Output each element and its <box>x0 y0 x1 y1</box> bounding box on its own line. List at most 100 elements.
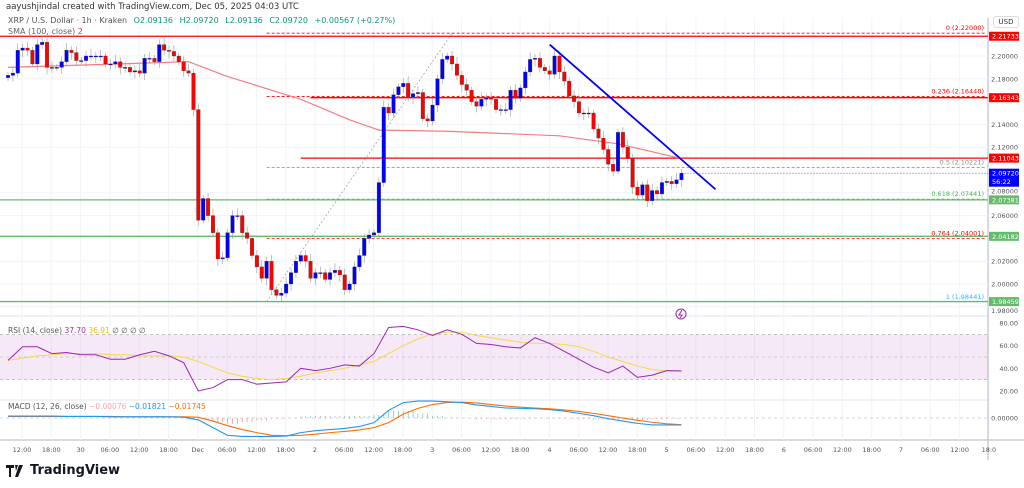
candle-down <box>191 72 196 110</box>
price-tick-label: 2.14000 <box>991 121 1018 129</box>
price-tick-label: 2.18000 <box>991 75 1018 83</box>
candle-down <box>474 101 479 107</box>
price-tag-value: 1.98459 <box>992 298 1019 306</box>
candle-down <box>69 50 74 53</box>
candle-down <box>625 147 630 159</box>
rsi-extra-values: ∅ ∅ ∅ ∅ <box>112 326 146 335</box>
candle-up <box>533 58 537 60</box>
symbol-name[interactable]: XRP / U.S. Dollar · 1h · Kraken <box>8 16 128 25</box>
candle-down <box>611 164 616 172</box>
fib-level-label: 0.618 (2.07441) <box>931 190 984 198</box>
candle-up <box>523 71 528 89</box>
candle-down <box>606 149 611 165</box>
candle-up <box>157 44 162 62</box>
countdown-label: 56:22 <box>992 178 1011 186</box>
macd-hist-value: −0.00076 <box>89 402 127 411</box>
candle-down <box>30 50 35 65</box>
time-tick-label: 18:0 <box>982 446 997 454</box>
candle-up <box>411 93 415 98</box>
rsi-tick-label: 20.00 <box>999 387 1018 395</box>
candle-up <box>123 67 128 69</box>
candle-up <box>415 92 420 94</box>
candle-up <box>279 292 284 296</box>
rsi-line <box>7 325 682 392</box>
time-tick-label: 06:00 <box>804 446 823 454</box>
low-value: L2.09136 <box>225 16 263 25</box>
candle-up <box>440 59 445 79</box>
macd-signal-value: −0.01745 <box>168 402 206 411</box>
open-value: O2.09136 <box>133 16 174 25</box>
candle-down <box>118 61 123 68</box>
sma-legend[interactable]: SMA (100, close) 2 <box>8 27 83 36</box>
time-tick-label: 18:00 <box>276 446 295 454</box>
candle-down <box>425 118 430 122</box>
price-tick-label: 2.00000 <box>991 281 1018 289</box>
candle-up <box>108 63 113 66</box>
candle-up <box>616 132 620 172</box>
rsi-legend[interactable]: RSI (14, close) 37.70 36.91 ∅ ∅ ∅ ∅ <box>8 326 146 335</box>
candle-up <box>59 61 64 68</box>
time-tick-label: 12:00 <box>247 446 266 454</box>
time-tick-label: 2 <box>313 446 317 454</box>
candle-down <box>591 112 596 130</box>
candle-up <box>264 261 269 279</box>
candle-down <box>489 98 494 100</box>
rsi-tick-label: 40.00 <box>999 365 1018 373</box>
candle-up <box>659 182 664 195</box>
candle-up <box>401 83 406 87</box>
candle-up <box>89 55 93 58</box>
time-tick-label: 12:00 <box>716 446 735 454</box>
candle-down <box>469 90 474 102</box>
price-tag <box>989 195 1019 205</box>
time-tick-label: 18:00 <box>394 446 413 454</box>
price-tag <box>989 297 1019 307</box>
candle-up <box>528 59 533 73</box>
time-tick-label: 06:00 <box>218 446 237 454</box>
candle-down <box>162 44 167 51</box>
candle-down <box>323 272 328 280</box>
price-tag <box>989 93 1019 103</box>
rsi-ma-value: 36.91 <box>88 326 110 335</box>
time-tick-label: 06:00 <box>101 446 120 454</box>
candle-down <box>596 128 601 139</box>
candle-up <box>552 55 557 75</box>
macd-legend[interactable]: MACD (12, 26, close) −0.00076 −0.01821 −… <box>8 402 206 411</box>
time-tick-label: 06:00 <box>335 446 354 454</box>
candle-up <box>518 87 523 99</box>
rsi-tick-label: 80.00 <box>999 320 1018 328</box>
price-tag-value: 2.11043 <box>992 155 1019 163</box>
lightning-icon <box>675 308 687 320</box>
candle-down <box>537 58 542 68</box>
candle-up <box>352 266 357 285</box>
candle-down <box>308 261 313 279</box>
candle-up <box>15 50 20 74</box>
price-tag <box>989 153 1019 163</box>
price-tag-value: 2.21733 <box>992 33 1019 41</box>
candle-up <box>367 234 372 239</box>
time-tick-label: 18:00 <box>511 446 530 454</box>
candle-up <box>230 215 235 233</box>
candle-up <box>650 190 655 201</box>
time-tick-label: 3 <box>430 446 434 454</box>
price-tag <box>989 168 1019 187</box>
time-tick-label: 5 <box>665 446 669 454</box>
tradingview-logo[interactable]: TradingView <box>6 463 120 478</box>
candle-up <box>113 61 118 65</box>
price-tag-value: 2.09720 <box>992 170 1019 178</box>
candle-up <box>396 86 401 95</box>
candle-up <box>147 58 152 60</box>
chart-credit: aayushjindal created with TradingView.co… <box>6 2 299 12</box>
time-tick-label: 18:00 <box>628 446 647 454</box>
candle-up <box>284 283 289 294</box>
macd-label: MACD (12, 26, close) <box>8 402 87 411</box>
candle-down <box>645 184 650 201</box>
rsi-label: RSI (14, close) <box>8 326 63 335</box>
currency-button[interactable]: USD <box>993 16 1019 28</box>
price-tick-label: 2.20000 <box>991 53 1018 61</box>
candle-down <box>250 238 254 256</box>
candle-down <box>577 101 581 114</box>
fib-level-label: 0.5 (2.10221) <box>940 158 984 166</box>
candle-up <box>674 179 679 184</box>
time-tick-label: 12:00 <box>833 446 852 454</box>
